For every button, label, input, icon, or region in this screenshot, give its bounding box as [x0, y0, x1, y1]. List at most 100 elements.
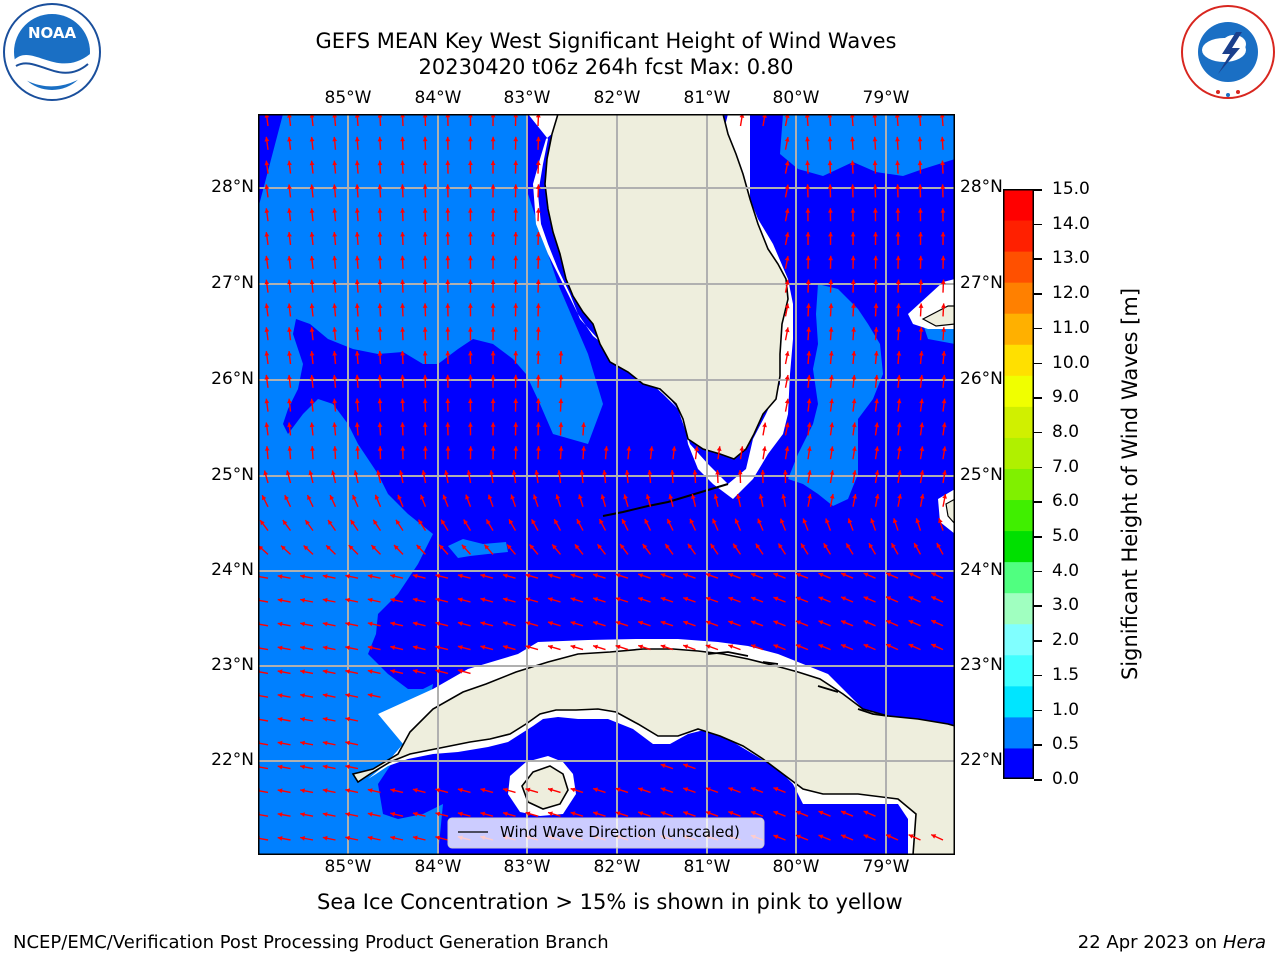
wave-direction-arrowhead: [345, 597, 351, 603]
lon-label-bottom: 80°W: [772, 857, 820, 877]
colorbar-tick-label: 12.0: [1052, 283, 1090, 304]
wave-direction-arrowhead: [827, 114, 833, 118]
wave-direction-arrowhead: [503, 645, 508, 650]
wave-direction-arrowhead: [801, 543, 806, 549]
wave-direction-arrowhead: [445, 374, 451, 380]
wave-direction-arrowhead: [525, 787, 531, 793]
wave-direction-arrowhead: [733, 543, 738, 549]
wave-direction-arrowhead: [435, 597, 441, 603]
wave-direction-arrow: [258, 623, 269, 627]
wave-direction-arrowhead: [593, 597, 598, 602]
wave-direction-arrowhead: [486, 519, 491, 525]
wave-direction-arrowhead: [784, 208, 790, 214]
wave-direction-arrowhead: [513, 255, 519, 261]
colorbar-tick-mark: [1034, 709, 1042, 712]
wave-direction-arrowhead: [915, 518, 921, 524]
wave-direction-arrowhead: [895, 160, 900, 166]
wave-direction-arrowhead: [264, 422, 270, 428]
wave-direction-arrowhead: [941, 422, 947, 428]
wave-direction-arrowhead: [445, 184, 451, 189]
wave-direction-arrowhead: [468, 351, 473, 356]
wave-direction-arrowhead: [873, 279, 879, 285]
wave-direction-arrowhead: [919, 470, 925, 475]
wave-direction-arrowhead: [422, 422, 428, 427]
wave-direction-arrowhead: [941, 398, 947, 404]
wave-direction-arrowhead: [422, 114, 428, 118]
wave-direction-arrowhead: [852, 470, 857, 475]
wave-direction-arrowhead: [264, 303, 270, 309]
wave-direction-arrowhead: [795, 620, 801, 625]
wave-direction-arrowhead: [805, 184, 811, 189]
wave-direction-arrowhead: [784, 232, 790, 237]
wave-direction-arrowhead: [400, 136, 405, 142]
wave-direction-arrowhead: [818, 644, 824, 649]
wave-direction-arrowhead: [578, 494, 583, 500]
wave-direction-arrowhead: [435, 573, 441, 579]
wave-direction-arrowhead: [773, 596, 779, 602]
wave-direction-arrowhead: [422, 232, 428, 237]
wave-direction-arrowhead: [490, 160, 496, 165]
wave-direction-arrowhead: [468, 232, 473, 237]
wave-direction-arrowhead: [309, 279, 315, 285]
wave-direction-arrowhead: [895, 208, 901, 213]
wave-direction-arrowhead: [660, 596, 666, 602]
wave-direction-arrowhead: [309, 303, 315, 309]
colorbar-segment: [1003, 716, 1034, 749]
wave-direction-arrowhead: [886, 572, 892, 577]
wave-direction-arrowhead: [599, 519, 604, 525]
wave-direction-arrowhead: [873, 303, 879, 308]
wave-direction-arrowhead: [535, 208, 541, 213]
wave-direction-arrowhead: [445, 351, 451, 356]
wave-direction-arrowhead: [886, 596, 892, 601]
wave-direction-arrowhead: [354, 422, 360, 427]
wave-direction-arrowhead: [277, 621, 283, 627]
wave-direction-arrowhead: [548, 573, 553, 579]
colorbar-segment: [1003, 623, 1034, 656]
wave-direction-arrowhead: [535, 160, 541, 166]
wave-direction-arrowhead: [285, 470, 291, 476]
legend-label: Wind Wave Direction (unscaled): [500, 823, 740, 841]
wave-direction-arrowhead: [557, 470, 562, 475]
wave-direction-arrowhead: [918, 208, 923, 213]
wave-direction-arrowhead: [489, 470, 494, 475]
wave-direction-arrowhead: [895, 279, 901, 285]
wave-direction-arrowhead: [868, 543, 874, 549]
wave-direction-arrowhead: [332, 279, 338, 285]
wave-direction-arrowhead: [805, 208, 811, 213]
wave-direction-arrowhead: [457, 811, 463, 817]
wave-direction-arrowhead: [445, 303, 451, 308]
wave-direction-arrowhead: [818, 810, 824, 816]
wave-direction-arrowhead: [309, 422, 315, 428]
wave-direction-arrowhead: [895, 232, 901, 237]
wave-direction-arrowhead: [354, 398, 360, 404]
wave-direction-arrowhead: [377, 374, 383, 380]
colorbar-tick-label: 3.0: [1052, 595, 1080, 616]
wave-direction-arrowhead: [309, 398, 315, 404]
coast-mask-andros: [938, 489, 955, 534]
wave-direction-arrowhead: [300, 740, 305, 746]
wave-direction-arrowhead: [332, 232, 338, 237]
wave-direction-arrowhead: [818, 620, 824, 625]
wave-direction-arrowhead: [322, 669, 328, 674]
wave-direction-arrowhead: [525, 644, 531, 650]
wave-direction-arrowhead: [353, 470, 359, 476]
wave-direction-arrowhead: [377, 279, 383, 285]
colorbar-tick-mark: [1034, 640, 1042, 642]
wave-direction-arrowhead: [422, 327, 428, 332]
wave-direction-arrowhead: [593, 573, 598, 578]
wave-direction-arrowhead: [422, 184, 428, 189]
wave-direction-arrowhead: [435, 621, 441, 626]
wave-direction-arrowhead: [281, 545, 286, 551]
wave-direction-arrowhead: [490, 398, 496, 403]
wave-direction-arrowhead: [284, 495, 289, 501]
wave-direction-arrowhead: [638, 811, 644, 816]
wave-direction-arrowhead: [940, 160, 945, 166]
wave-direction-arrowhead: [400, 398, 405, 404]
wave-direction-arrowhead: [908, 834, 914, 839]
wave-direction-arrowhead: [377, 255, 383, 261]
wave-direction-arrowhead: [806, 303, 811, 308]
wave-direction-arrowhead: [804, 114, 810, 118]
colorbar-tick-mark: [1034, 258, 1042, 260]
wave-direction-arrowhead: [309, 184, 315, 190]
wave-direction-arrowhead: [322, 574, 328, 579]
